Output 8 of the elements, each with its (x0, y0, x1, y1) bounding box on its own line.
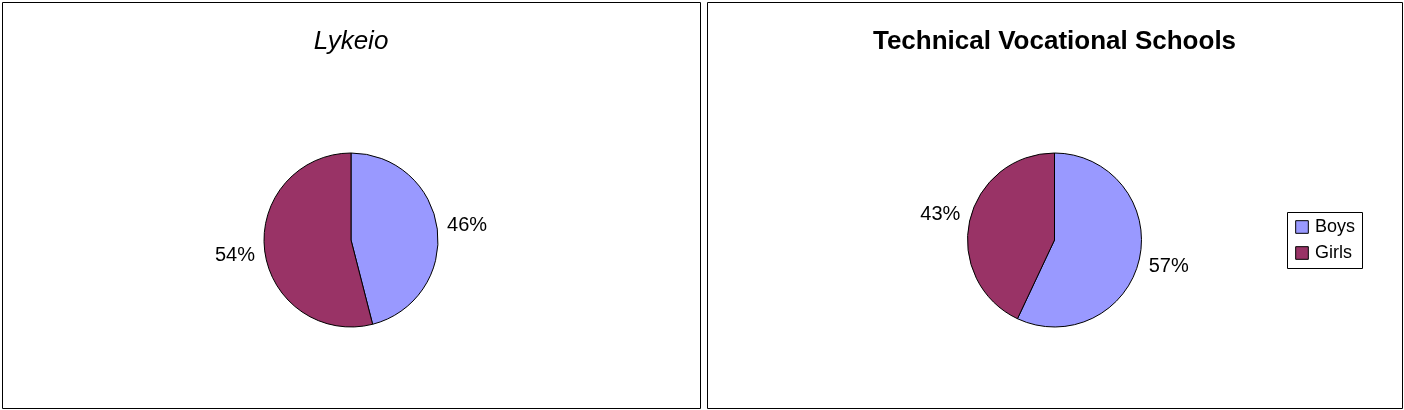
legend-label: Girls (1315, 242, 1352, 262)
data-label: 57% (1148, 253, 1189, 276)
data-label: 43% (920, 202, 961, 225)
chart-title: Technical Vocational Schools (872, 25, 1237, 55)
data-label: 54% (214, 242, 256, 265)
data-label: 46% (447, 213, 488, 236)
legend-label: Boys (1315, 216, 1356, 236)
chart-title: Lykeio (313, 25, 389, 55)
